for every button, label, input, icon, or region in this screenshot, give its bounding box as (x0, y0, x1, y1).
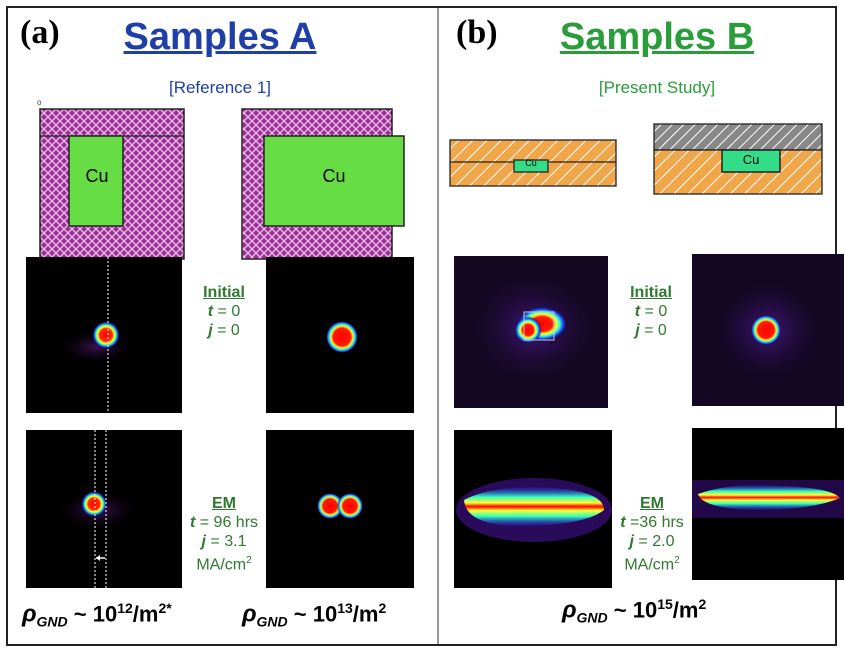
rho-a-left-sub: GND (36, 613, 68, 630)
rho-a-left-symbol: ρ (22, 600, 37, 628)
rho-a-right-unit: /m (352, 601, 379, 627)
rho-a-right-exp: 13 (337, 600, 353, 616)
rho-b: ρGND ~ 1015/m2 (562, 596, 706, 626)
note-b-initial: Initial t = 0 j = 0 (614, 283, 688, 340)
note-a-initial: Initial t = 0 j = 0 (186, 283, 262, 340)
schematic-b-left (449, 139, 617, 187)
cu-label-a-left: Cu (85, 166, 109, 186)
image-b-em-left (454, 430, 612, 588)
note-b-em-j-val: = 2.0 (633, 533, 675, 550)
note-b-em-t-var: t (620, 514, 626, 531)
note-a-em-heading: EM (212, 495, 236, 512)
note-a-em-t-var: t (189, 514, 196, 531)
cu-label-b-right: Cu (742, 152, 760, 167)
image-a-initial-left (26, 257, 182, 413)
note-b-em-unit-exp: 2 (674, 555, 680, 566)
note-a-em: EM t = 96 hrs j = 3.1 MA/cm2 (180, 494, 268, 574)
image-a-em-left (26, 430, 182, 588)
note-b-initial-t-val: = 0 (640, 303, 668, 320)
note-a-initial-j-var: j (208, 322, 213, 339)
image-b-initial-right (692, 254, 844, 406)
note-b-initial-heading: Initial (630, 284, 672, 301)
note-a-em-unit: MA/cm (196, 556, 247, 574)
rho-a-right: ρGND ~ 1013/m2 (242, 600, 386, 630)
note-b-em-heading: EM (640, 495, 664, 512)
panel-a-label: (a) (20, 14, 60, 51)
note-a-em-j-val: = 3.1 (205, 533, 247, 550)
image-b-em-right (692, 428, 844, 580)
panel-a-subtitle: [Reference 1] (168, 78, 272, 97)
rho-a-left: ρGND ~ 1012/m2* (22, 600, 172, 630)
note-a-initial-heading: Initial (203, 284, 245, 301)
note-a-initial-j-val: = 0 (212, 322, 240, 339)
panel-divider (437, 8, 439, 644)
cu-label-a-right: Cu (322, 166, 346, 186)
rho-b-unit-exp: 2 (698, 596, 707, 612)
note-a-em-t-val: = 96 hrs (195, 514, 259, 531)
image-a-initial-right (266, 257, 414, 413)
rho-a-right-symbol: ρ (242, 600, 257, 628)
schematic-a-left (39, 108, 185, 260)
note-b-initial-t-var: t (634, 303, 641, 320)
stray-mark: o (37, 98, 42, 107)
panel-b-title: Samples B (559, 16, 755, 58)
rho-a-left-text: ~ 10 (67, 601, 118, 627)
rho-b-symbol: ρ (562, 596, 577, 624)
note-a-em-unit-exp: 2 (246, 555, 252, 566)
note-b-em-unit: MA/cm (624, 556, 675, 574)
note-a-initial-t-val: = 0 (213, 303, 241, 320)
note-b-em-j-var: j (629, 533, 634, 550)
rho-a-left-unit: /m (132, 601, 159, 627)
note-a-initial-t-var: t (207, 303, 214, 320)
panel-b-subtitle: [Present Study] (598, 78, 716, 97)
schematic-a-right (241, 108, 405, 260)
rho-b-unit: /m (672, 597, 699, 623)
panel-a-schematics (39, 108, 405, 260)
rho-a-right-text: ~ 10 (287, 601, 338, 627)
rho-a-left-exp: 12 (117, 600, 133, 616)
note-b-initial-j-var: j (635, 322, 640, 339)
image-a-em-right (266, 430, 414, 588)
rho-a-left-unit-exp: 2* (158, 600, 172, 616)
rho-a-right-unit-exp: 2 (378, 600, 387, 616)
panel-b-schematics (449, 123, 823, 195)
panel-b-label: (b) (456, 14, 498, 51)
note-b-em: EM t =36 hrs j = 2.0 MA/cm2 (610, 494, 694, 574)
note-b-initial-j-val: = 0 (639, 322, 667, 339)
note-b-em-t-val: =36 hrs (625, 514, 684, 531)
cu-label-b-left: Cu (525, 158, 537, 168)
panel-a-title: Samples A (123, 16, 317, 58)
rho-a-right-sub: GND (256, 613, 288, 630)
note-a-em-j-var: j (201, 533, 206, 550)
rho-b-text: ~ 10 (607, 597, 658, 623)
image-b-initial-left (454, 256, 608, 408)
schematic-b-right (653, 123, 823, 195)
rho-b-exp: 15 (657, 596, 673, 612)
rho-b-sub: GND (576, 609, 608, 626)
